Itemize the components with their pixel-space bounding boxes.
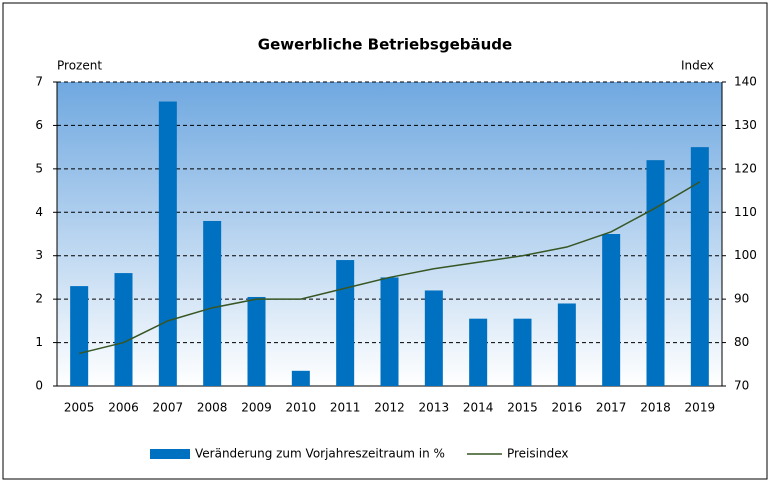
x-tick-label: 2013	[419, 401, 450, 415]
bar	[114, 273, 133, 386]
y2-tick-label: 70	[734, 379, 749, 393]
y2-tick-label: 120	[734, 161, 757, 175]
x-tick-label: 2018	[640, 401, 671, 415]
bar	[291, 370, 310, 386]
x-tick-label: 2017	[596, 401, 627, 415]
legend-swatch	[150, 449, 190, 459]
y-tick-label: 0	[35, 379, 43, 393]
x-tick-label: 2005	[64, 401, 95, 415]
x-tick-label: 2016	[552, 401, 583, 415]
y-tick-label: 2	[35, 292, 43, 306]
x-tick-label: 2009	[241, 401, 272, 415]
y2-axis-label: Index	[681, 59, 714, 73]
y-tick-label: 5	[35, 161, 43, 175]
bar	[380, 277, 399, 386]
line	[78, 181, 701, 355]
x-tick-label: 2008	[197, 401, 228, 415]
y-tick-label: 4	[35, 205, 43, 219]
bar	[70, 286, 89, 386]
bar	[469, 318, 488, 386]
x-tick-label: 2019	[685, 401, 716, 415]
bar	[158, 101, 177, 387]
y2-tick-label: 80	[734, 335, 749, 349]
x-tick-label: 2011	[330, 401, 361, 415]
x-tick-label: 2010	[286, 401, 317, 415]
y-tick-label: 7	[35, 75, 43, 89]
y2-tick-label: 140	[734, 75, 757, 89]
bar	[247, 296, 266, 386]
bar	[602, 234, 621, 386]
bar	[513, 318, 532, 386]
x-tick-label: 2014	[463, 401, 494, 415]
x-tick-label: 2006	[108, 401, 139, 415]
bar	[690, 147, 709, 386]
x-tick-label: 2012	[374, 401, 405, 415]
y2-tick-label: 130	[734, 118, 757, 132]
y-tick-label: 1	[35, 335, 43, 349]
y2-tick-label: 90	[734, 292, 749, 306]
legend-label: Veränderung zum Vorjahreszeitraum in %	[195, 447, 445, 461]
y-tick-label: 3	[35, 248, 43, 262]
bar	[557, 303, 576, 386]
bar	[336, 260, 355, 386]
legend-label: Preisindex	[507, 447, 569, 461]
chart-title: Gewerbliche Betriebsgebäude	[258, 36, 512, 54]
bar	[424, 290, 443, 386]
y2-tick-label: 100	[734, 248, 757, 262]
x-tick-label: 2007	[153, 401, 184, 415]
x-tick-label: 2015	[507, 401, 538, 415]
y2-tick-label: 110	[734, 205, 757, 219]
y-axis-label: Prozent	[57, 59, 102, 73]
y-tick-label: 6	[35, 118, 43, 132]
bar	[203, 220, 222, 386]
bar	[646, 160, 665, 386]
